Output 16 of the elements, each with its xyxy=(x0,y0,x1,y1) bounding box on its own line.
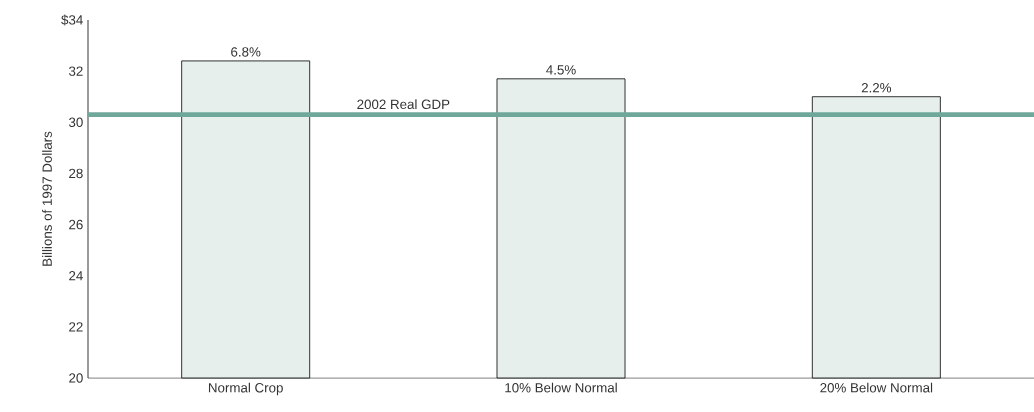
y-tick-label: 28 xyxy=(69,168,83,179)
y-tick-label: 32 xyxy=(68,66,83,76)
y-tick-label: 22 xyxy=(69,322,83,332)
y-axis-title: Billions of 1997 Dollars xyxy=(42,131,52,266)
y-tick-label: 20 xyxy=(69,373,83,383)
annotation: 4.5% xyxy=(546,65,576,75)
annotation: 2.2% xyxy=(861,83,892,93)
x-tick-label: Normal Crop xyxy=(208,382,283,396)
y-tick-label: 24 xyxy=(69,271,83,281)
ref-line-label: 2002 Real GDP xyxy=(357,99,450,110)
annotation: 6.8% xyxy=(231,47,261,57)
y-tick-label: 30 xyxy=(68,117,83,127)
y-tick-label: 26 xyxy=(69,219,83,230)
x-tick-label: 10% Below Normal xyxy=(505,382,617,393)
x-tick-label: 20% Below Normal xyxy=(820,382,933,393)
y-tick-label: $34 xyxy=(61,14,83,26)
